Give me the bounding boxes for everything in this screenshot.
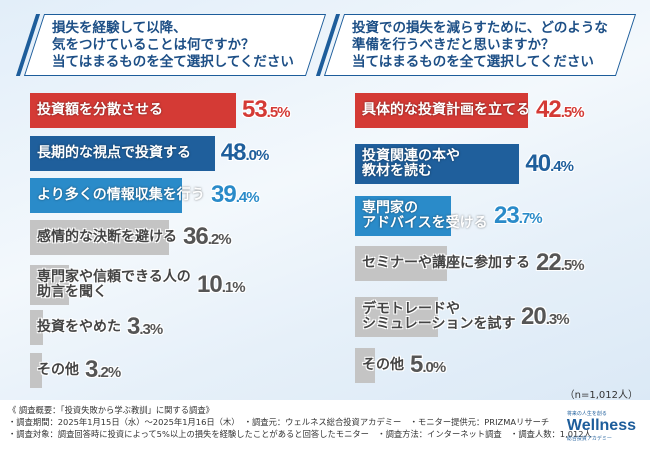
value-label: 20.3% <box>521 303 570 330</box>
category-label: その他 <box>362 357 404 373</box>
bar <box>355 348 376 383</box>
value-label: 3.3% <box>127 313 163 340</box>
category-label: 投資をやめた <box>37 319 121 335</box>
footer-line: ・調査対象：調査回答時に投資によって5%以上の損失を経験したことがあると回答した… <box>8 429 592 439</box>
bar <box>30 353 43 388</box>
chart-title: 投資での損失を減らすために、どのような 準備を行うべきだと思いますか？ 当てはま… <box>352 20 608 70</box>
value-label: 39.4% <box>211 181 260 208</box>
value-label: 3.2% <box>85 356 121 383</box>
bar <box>355 196 452 236</box>
category-label: 投資額を分散させる <box>37 102 163 118</box>
sample-size: （n=1,012人） <box>564 390 638 401</box>
value-label: 10.1% <box>197 271 246 298</box>
logo-tagline: 将来の人生を創る <box>566 411 607 417</box>
category-label: その他 <box>37 362 79 378</box>
category-label: 専門家の アドバイスを受ける <box>362 200 488 231</box>
chart-title: 損失を経験して以降、 気をつけていることは何ですか？ 当てはまるものを全て選択し… <box>52 20 294 70</box>
value-label: 22.5% <box>536 249 585 276</box>
value-label: 36.2% <box>183 223 232 250</box>
category-label: 具体的な投資計画を立てる <box>362 102 530 118</box>
bar <box>30 136 215 171</box>
value-label: 42.5% <box>536 96 585 123</box>
question-left: 損失を経験して以降、 気をつけていることは何ですか？ 当てはまるものを全て選択し… <box>15 14 327 76</box>
logo-name: Wellness <box>566 417 636 434</box>
bar <box>30 265 69 305</box>
value-label: 48.0% <box>220 139 270 166</box>
logo-sub: 総合投資アカデミー <box>566 436 612 442</box>
category-label: 投資関連の本や 教材を読む <box>362 148 460 179</box>
bar <box>30 178 182 213</box>
wellness-logo: 将来の人生を創る Wellness 総合投資アカデミー <box>567 410 636 442</box>
footer: 《 調査概要：「投資失敗から学ぶ教訓」に関する調査》 ・調査期間：2025年1月… <box>0 400 650 450</box>
category-label: 感情的な決断を避ける <box>37 229 177 245</box>
category-label: セミナーや講座に参加する <box>362 255 530 271</box>
bar <box>30 220 170 255</box>
value-label: 53.5% <box>241 96 291 123</box>
footer-line: 《 調査概要：「投資失敗から学ぶ教訓」に関する調査》 <box>8 405 214 415</box>
category-label: より多くの情報収集を行う <box>37 187 205 203</box>
bar <box>355 144 520 184</box>
bar <box>355 93 528 128</box>
value-label: 23.7% <box>494 202 543 229</box>
category-label: デモトレードや シミュレーションを試す <box>362 301 516 332</box>
value-label: 40.4% <box>525 150 574 177</box>
question-right: 投資での損失を減らすために、どのような 準備を行うべきだと思いますか？ 当てはま… <box>315 14 637 76</box>
bar <box>30 310 43 345</box>
bar <box>355 246 447 281</box>
bar <box>355 297 438 337</box>
category-label: 長期的な視点で投資する <box>37 145 191 161</box>
value-label: 5.0% <box>410 351 446 378</box>
footer-line: ・調査期間：2025年1月15日（水）～2025年1月16日（木） ・調査元：ウ… <box>8 417 550 427</box>
bar <box>30 93 236 128</box>
category-label: 専門家や信頼できる人の 助言を聞く <box>37 269 191 300</box>
